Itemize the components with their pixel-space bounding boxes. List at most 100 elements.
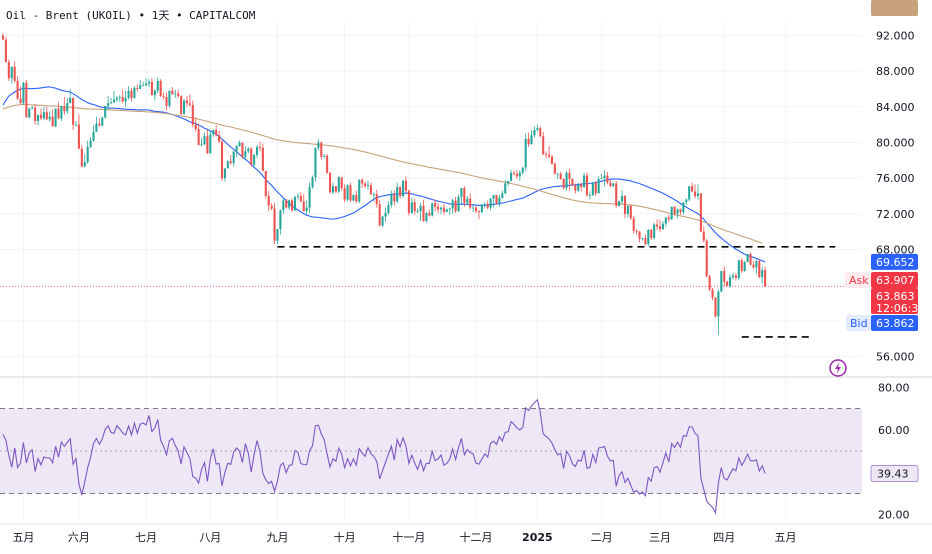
candle-body [121,96,124,102]
candle-body [577,184,580,191]
candle-body [740,260,743,271]
candle-body [618,201,621,206]
candle-body [188,103,191,105]
candle-body [632,218,635,231]
candle-body [308,187,311,208]
candle-body [600,178,603,180]
rsi-tick-label: 20.00 [878,509,910,522]
candle-body [755,261,758,268]
candle-body [717,291,720,317]
candle-body [171,90,174,95]
candle-body [276,229,279,241]
candle-body [165,96,168,106]
candle-body [232,151,235,163]
ask-label: Ask [849,274,869,287]
candle-body [366,185,370,187]
ask-value-tag: 63.907 [876,274,915,287]
candle-body [48,116,51,120]
candle-body [215,129,218,136]
candle-body [302,201,305,212]
candle-body [545,154,548,155]
time-axis-label: 十一月 [392,530,425,544]
candle-body [1,35,5,40]
candle-body [629,205,632,219]
candle-body [515,173,518,177]
candle-body [296,196,299,197]
candle-body [583,175,586,188]
candle-body [282,200,285,211]
candle-body [118,96,121,98]
candle-body [510,172,513,181]
candle-body [250,148,253,165]
time-axis-label: 2025 [522,531,553,544]
candle-body [364,183,367,187]
candle-body [661,223,664,230]
candle-body [702,231,705,241]
candle-body [401,180,405,196]
candle-body [670,206,673,220]
candle-body [168,90,171,106]
candle-body [495,195,498,204]
candle-body [218,135,221,142]
candle-body [723,270,726,282]
candle-body [241,142,244,157]
rsi-tick-label: 80.00 [878,381,910,394]
candle-body [422,205,425,221]
candle-body [524,138,527,168]
candle-body [384,212,387,217]
time-axis-label: 十月 [334,530,356,544]
candle-body [124,97,127,102]
candle-body [454,200,457,212]
candle-body [235,146,238,152]
candle-body [334,186,337,192]
candle-body [45,112,48,120]
candle-body [615,183,618,206]
time-axis-label: 六月 [68,531,90,544]
candle-body [42,112,45,119]
candle-body [638,231,641,239]
time-axis-label: 五月 [12,531,34,544]
candle-body [749,254,752,265]
candle-body [434,203,437,207]
candle-body [57,108,60,119]
candle-body [635,230,638,232]
last-price-tag: 63.863 [876,290,915,303]
candle-body [229,161,232,163]
candle-body [530,135,533,145]
bid-label: Bid [850,317,868,330]
candle-body [191,104,194,125]
time-axis-label: 五月 [775,531,797,544]
candle-body [340,177,343,188]
candle-body [212,129,215,135]
candle-body [150,81,153,96]
candle-body [153,90,156,96]
candle-body [676,209,679,214]
candle-body [658,226,662,230]
candle-body [431,203,434,216]
rsi-value-tag: 39.43 [877,467,909,480]
candle-body [679,209,682,213]
candle-body [279,210,282,230]
candle-body [273,208,276,241]
candle-body [142,85,145,87]
candle-body [92,131,95,141]
candle-body [445,209,448,213]
candle-body [591,182,594,196]
candle-body [159,80,162,97]
candle-body [369,185,372,195]
candle-body [685,199,688,203]
time-axis-label: 四月 [713,531,735,544]
candle-body [518,172,521,177]
price-tick-label: 80.000 [876,136,915,149]
candle-body [553,163,556,174]
candle-body [504,183,507,194]
last-price-tag-bg [871,288,918,314]
candle-body [533,129,536,136]
candle-body [466,198,469,204]
candle-body [337,177,340,192]
candle-body [147,81,151,84]
candle-body [244,151,247,157]
candle-body [220,141,224,179]
